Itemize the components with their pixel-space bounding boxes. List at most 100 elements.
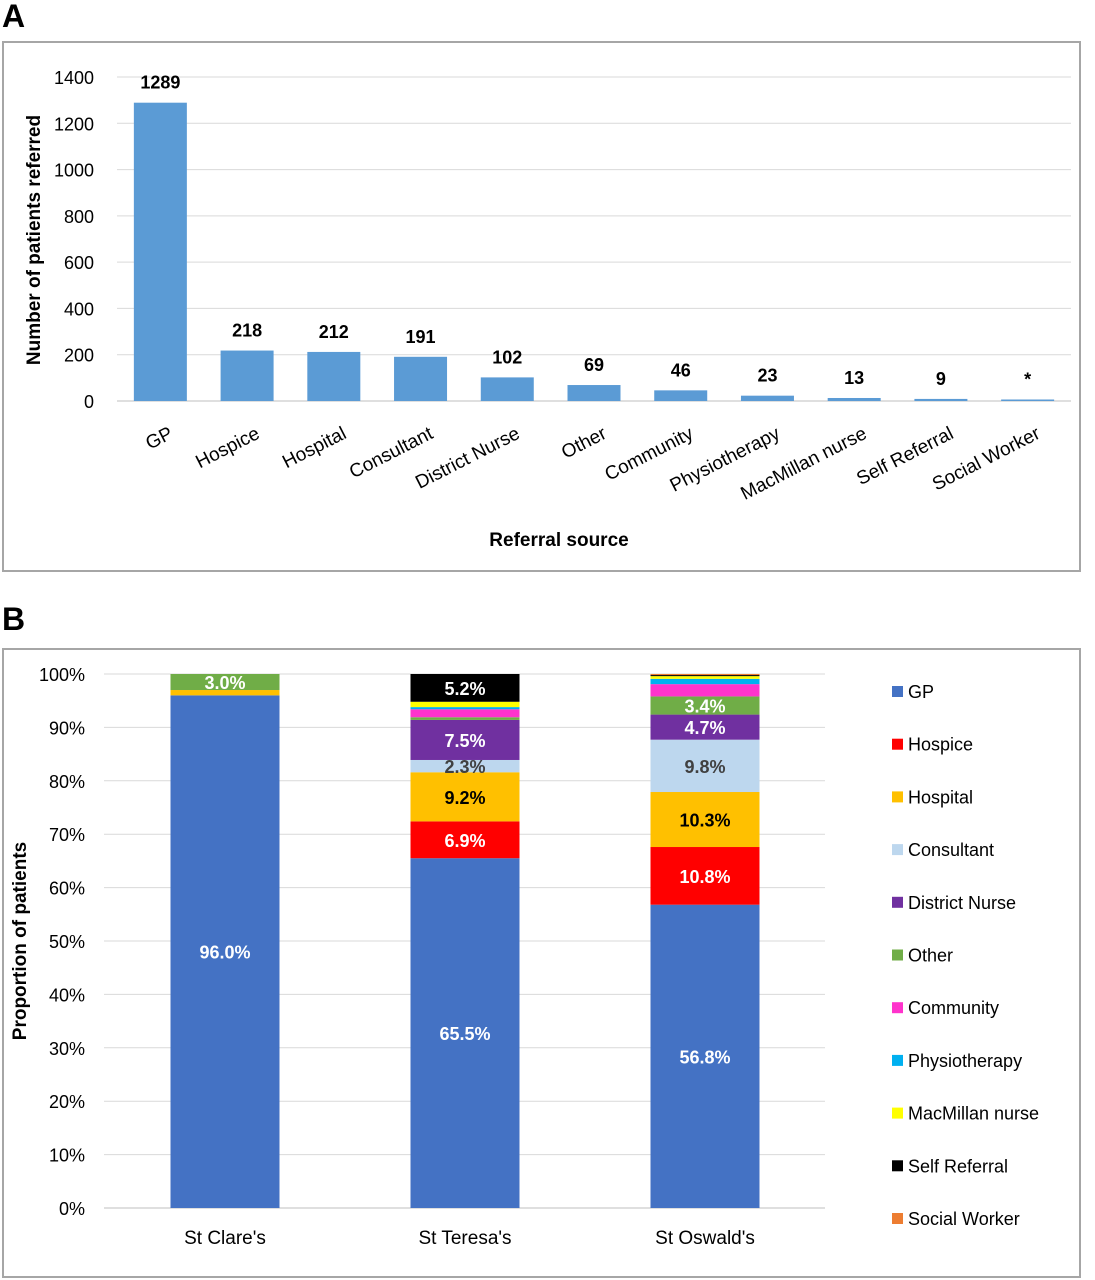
segment-gp bbox=[410, 858, 520, 1208]
segment-value-label: 10.8% bbox=[679, 867, 730, 887]
segment-value-label: 4.7% bbox=[684, 718, 725, 738]
bar-gp bbox=[133, 102, 187, 401]
bar-physiotherapy bbox=[740, 395, 794, 401]
y-tick-label: 40% bbox=[49, 985, 85, 1005]
segment-value-label: 2.3% bbox=[444, 757, 485, 777]
bar-value-label: 212 bbox=[319, 322, 349, 342]
bar-value-label: 46 bbox=[671, 360, 691, 380]
legend-label: Other bbox=[908, 946, 953, 966]
segment-consultant bbox=[650, 739, 760, 793]
segment-value-label: 9.8% bbox=[684, 757, 725, 777]
y-tick-label: 90% bbox=[49, 718, 85, 738]
segment-value-label: 5.2% bbox=[444, 679, 485, 699]
legend-swatch bbox=[892, 738, 903, 750]
x-axis-title: Referral source bbox=[489, 530, 628, 551]
bar-hospice bbox=[220, 350, 274, 401]
legend-swatch bbox=[892, 791, 903, 803]
bar-value-label: 9 bbox=[936, 369, 946, 389]
y-tick-label: 1000 bbox=[54, 161, 94, 181]
bar-district-nurse bbox=[480, 377, 534, 401]
y-tick-label: 30% bbox=[49, 1039, 85, 1059]
segment-consultant bbox=[410, 759, 520, 773]
segment-community bbox=[650, 684, 760, 697]
bar-other bbox=[567, 385, 621, 401]
segment-macmillan-nurse bbox=[650, 676, 760, 679]
bar-value-label: 191 bbox=[406, 327, 436, 347]
legend-label: Hospital bbox=[908, 787, 973, 807]
x-category-label: St Teresa's bbox=[418, 1228, 511, 1249]
segment-value-label: 96.0% bbox=[199, 943, 250, 963]
segment-other bbox=[170, 674, 280, 691]
segment-value-label: 3.0% bbox=[204, 673, 245, 693]
legend-swatch bbox=[892, 896, 903, 908]
y-tick-label: 60% bbox=[49, 879, 85, 899]
legend-label: Self Referral bbox=[908, 1156, 1008, 1176]
y-tick-label: 50% bbox=[49, 932, 85, 952]
segment-value-label: 7.5% bbox=[444, 731, 485, 751]
y-tick-label: 20% bbox=[49, 1092, 85, 1112]
legend-label: Hospice bbox=[908, 735, 973, 755]
legend-label: MacMillan nurse bbox=[908, 1104, 1039, 1124]
panel-a-letter: A bbox=[2, 0, 26, 34]
y-tick-label: 400 bbox=[64, 299, 94, 319]
segment-hospital bbox=[410, 772, 520, 822]
y-tick-label: 1400 bbox=[54, 68, 94, 88]
y-tick-label: 100% bbox=[39, 665, 85, 685]
legend-swatch bbox=[892, 1213, 903, 1224]
bar-value-label: 102 bbox=[492, 347, 522, 367]
bar-consultant bbox=[394, 356, 448, 401]
x-category-label: St Clare's bbox=[184, 1228, 266, 1249]
bar-value-label: 218 bbox=[232, 321, 262, 341]
segment-value-label: 9.2% bbox=[444, 788, 485, 808]
segment-physiotherapy bbox=[650, 678, 760, 685]
y-tick-label: 1200 bbox=[54, 114, 94, 134]
bar-macmillan-nurse bbox=[827, 397, 881, 401]
segment-macmillan-nurse bbox=[410, 701, 520, 708]
segment-value-label: 10.3% bbox=[679, 811, 730, 831]
segment-self-referral bbox=[650, 675, 760, 677]
segment-hospice bbox=[410, 821, 520, 859]
y-tick-label: 200 bbox=[64, 346, 94, 366]
legend-label: Physiotherapy bbox=[908, 1051, 1022, 1071]
legend-swatch bbox=[892, 949, 903, 961]
legend-swatch bbox=[892, 844, 903, 856]
y-axis-title: Number of patients referred bbox=[24, 115, 45, 365]
legend-swatch bbox=[892, 686, 903, 697]
segment-hospice bbox=[650, 847, 760, 905]
segment-hospital bbox=[650, 792, 760, 848]
y-tick-label: 0% bbox=[59, 1199, 85, 1219]
legend-swatch bbox=[892, 1002, 903, 1014]
bar-value-label: 1289 bbox=[140, 73, 180, 93]
bar-self-referral bbox=[914, 398, 968, 401]
segment-district-nurse bbox=[410, 719, 520, 760]
bar-community bbox=[654, 390, 708, 401]
bar-value-label: 23 bbox=[757, 366, 777, 386]
segment-value-label: 56.8% bbox=[679, 1047, 730, 1067]
segment-district-nurse bbox=[650, 714, 760, 740]
bar-value-label: * bbox=[1024, 370, 1031, 390]
y-tick-label: 10% bbox=[49, 1146, 85, 1166]
segment-social-worker bbox=[650, 674, 760, 676]
segment-other bbox=[650, 696, 760, 715]
panel-b-letter: B bbox=[2, 601, 26, 637]
x-category-label: St Oswald's bbox=[655, 1228, 755, 1249]
legend-label: Community bbox=[908, 998, 999, 1018]
bar-hospital bbox=[307, 351, 361, 401]
bar-social-worker bbox=[1001, 399, 1055, 401]
segment-gp bbox=[650, 904, 760, 1208]
legend-label: Consultant bbox=[908, 840, 994, 860]
legend-label: District Nurse bbox=[908, 893, 1016, 913]
segment-self-referral bbox=[410, 674, 520, 702]
y-tick-label: 600 bbox=[64, 253, 94, 273]
legend-swatch bbox=[892, 1107, 903, 1119]
segment-community bbox=[410, 709, 520, 718]
segment-other bbox=[410, 717, 520, 720]
legend-label: Social Worker bbox=[908, 1209, 1020, 1229]
segment-value-label: 65.5% bbox=[439, 1024, 490, 1044]
legend-swatch bbox=[892, 1160, 903, 1172]
y-tick-label: 0 bbox=[84, 392, 94, 412]
y-tick-label: 800 bbox=[64, 207, 94, 227]
bar-value-label: 69 bbox=[584, 355, 604, 375]
y-tick-label: 80% bbox=[49, 772, 85, 792]
